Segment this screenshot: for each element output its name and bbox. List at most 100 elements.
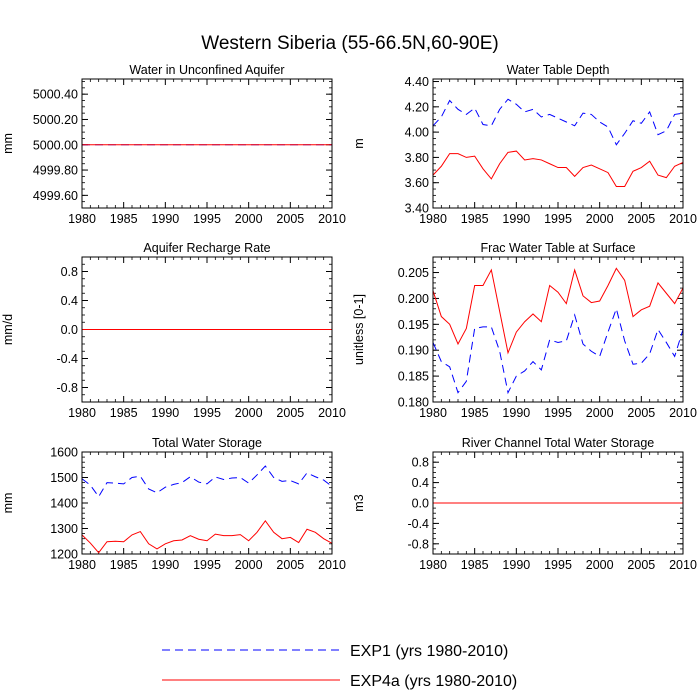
x-tick-label: 2005 — [627, 406, 655, 420]
plot-frame — [81, 256, 333, 403]
figure-title: Western Siberia (55-66.5N,60-90E) — [201, 33, 498, 54]
x-tick-label: 1985 — [461, 212, 489, 226]
x-tick-label: 1995 — [193, 212, 221, 226]
x-tick-label: 2000 — [235, 406, 263, 420]
x-tick-label: 1990 — [151, 558, 179, 572]
x-tick-label: 2010 — [669, 558, 697, 572]
series-line-exp4a — [81, 519, 333, 554]
panel-1: Water in Unconfined Aquifer mm 1980 1985 199… — [1, 63, 346, 226]
panel-title: Frac Water Table at Surface — [481, 241, 636, 255]
x-tick-label: 2005 — [276, 406, 304, 420]
x-tick-label: 2000 — [586, 558, 614, 572]
x-tick-label: 1985 — [461, 406, 489, 420]
y-tick-label: 4.40 — [405, 75, 429, 89]
y-tick-label: 0.195 — [398, 318, 429, 332]
series-line-exp4a — [432, 150, 684, 187]
plot-frame — [432, 256, 684, 403]
x-tick-label: 1985 — [110, 406, 138, 420]
x-tick-label: 2005 — [627, 212, 655, 226]
legend-label-exp1: EXP1 (yrs 1980-2010) — [350, 643, 508, 660]
x-tick-label: 2000 — [235, 558, 263, 572]
x-tick-label: 1995 — [193, 558, 221, 572]
series-line-exp1 — [432, 307, 684, 395]
y-tick-label: 0.4 — [412, 476, 429, 490]
x-tick-label: 1980 — [419, 406, 447, 420]
y-tick-label: 3.80 — [405, 151, 429, 165]
y-tick-label: -0.4 — [56, 352, 78, 366]
legend: EXP1 (yrs 1980-2010) EXP4a (yrs 1980-201… — [162, 643, 517, 690]
panel-title: Water Table Depth — [507, 63, 610, 77]
x-tick-label: 1995 — [544, 212, 572, 226]
y-tick-label: -0.8 — [56, 381, 78, 395]
series-line-exp4a — [432, 267, 684, 355]
x-tick-label: 1995 — [544, 406, 572, 420]
x-tick-label: 1990 — [502, 406, 530, 420]
y-tick-label: 0.190 — [398, 344, 429, 358]
x-tick-label: 2000 — [235, 212, 263, 226]
y-tick-label: 0.8 — [412, 456, 429, 470]
y-axis-label: m3 — [352, 494, 366, 511]
y-tick-label: 0.200 — [398, 292, 429, 306]
plot-frame — [432, 451, 684, 555]
panel-title: Total Water Storage — [152, 436, 262, 450]
x-tick-label: 2000 — [586, 406, 614, 420]
x-tick-label: 1980 — [68, 558, 96, 572]
panels-group: Water in Unconfined Aquifer mm 1980 1985 199… — [1, 63, 697, 572]
panel-4: Frac Water Table at Surface unitless [0-1… — [352, 241, 697, 420]
y-tick-label: 3.40 — [405, 202, 429, 216]
y-tick-label: 1500 — [50, 471, 78, 485]
x-tick-label: 1990 — [502, 212, 530, 226]
plot-frame — [432, 78, 684, 209]
y-tick-label: 0.8 — [61, 265, 78, 279]
y-tick-label: 3.60 — [405, 176, 429, 190]
y-tick-label: 0.0 — [61, 323, 78, 337]
x-tick-label: 1985 — [110, 212, 138, 226]
y-axis-label: m — [352, 138, 366, 148]
panel-title: Water in Unconfined Aquifer — [129, 63, 284, 77]
y-tick-label: -0.8 — [407, 537, 429, 551]
panel-6: River Channel Total Water Storage m3 1980 1… — [352, 436, 697, 572]
x-tick-label: 2005 — [276, 558, 304, 572]
x-tick-label: 2010 — [669, 212, 697, 226]
panel-5: Total Water Storage mm 1980 1985 1990 1995 200… — [1, 436, 346, 572]
x-tick-label: 1985 — [110, 558, 138, 572]
y-axis-label: mm — [1, 493, 15, 514]
x-tick-label: 2005 — [276, 212, 304, 226]
y-tick-label: -0.4 — [407, 517, 429, 531]
y-tick-label: 4999.80 — [33, 164, 78, 178]
x-tick-label: 2000 — [586, 212, 614, 226]
x-tick-label: 2010 — [318, 406, 346, 420]
y-tick-label: 5000.20 — [33, 113, 78, 127]
x-tick-label: 2010 — [318, 212, 346, 226]
x-tick-label: 2005 — [627, 558, 655, 572]
y-tick-label: 1600 — [50, 446, 78, 460]
x-tick-label: 1990 — [151, 212, 179, 226]
panel-3: Aquifer Recharge Rate mm/d 1980 1985 1990 199… — [1, 241, 346, 420]
x-tick-label: 2010 — [318, 558, 346, 572]
x-tick-label: 1995 — [544, 558, 572, 572]
y-tick-label: 0.180 — [398, 396, 429, 410]
plot-frame — [81, 78, 333, 209]
y-tick-label: 1400 — [50, 497, 78, 511]
y-tick-label: 4.20 — [405, 100, 429, 114]
x-tick-label: 1980 — [68, 406, 96, 420]
y-tick-label: 5000.40 — [33, 88, 78, 102]
series-line-exp1 — [81, 465, 333, 498]
y-axis-label: mm/d — [1, 314, 15, 345]
y-tick-label: 0.0 — [412, 497, 429, 511]
x-tick-label: 1990 — [151, 406, 179, 420]
x-tick-label: 1985 — [461, 558, 489, 572]
y-tick-label: 0.205 — [398, 266, 429, 280]
x-tick-label: 1990 — [502, 558, 530, 572]
panel-2: Water Table Depth m 1980 1985 1990 1995 2000 20… — [352, 63, 697, 226]
y-tick-label: 0.185 — [398, 370, 429, 384]
x-tick-label: 1980 — [419, 558, 447, 572]
y-axis-label: unitless [0-1] — [352, 294, 366, 365]
panel-title: River Channel Total Water Storage — [462, 436, 655, 450]
panel-title: Aquifer Recharge Rate — [143, 241, 270, 255]
y-tick-label: 5000.00 — [33, 138, 78, 152]
plot-frame — [81, 451, 333, 555]
y-tick-label: 0.4 — [61, 294, 78, 308]
y-tick-label: 4999.60 — [33, 189, 78, 203]
